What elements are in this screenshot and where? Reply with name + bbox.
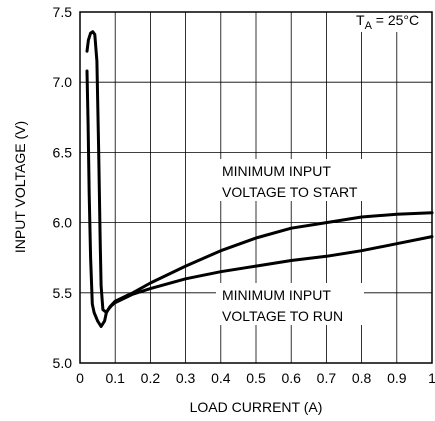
y-axis-label: INPUT VOLTAGE (V): [12, 121, 28, 253]
annotation-run-line-2: VOLTAGE TO RUN: [222, 308, 343, 324]
x-tick-label: 0.6: [281, 370, 301, 386]
series-group: [85, 30, 434, 328]
condition-label: TA = 25°C: [354, 10, 432, 32]
y-tick-label: 5.0: [53, 355, 73, 371]
x-tick-label: 0.5: [246, 370, 266, 386]
plot-frame: [79, 11, 433, 364]
y-tick-label: 7.0: [53, 74, 73, 90]
x-tick-label: 0.1: [105, 370, 125, 386]
condition-label-background: [354, 10, 432, 32]
annotation-start-line-2: VOLTAGE TO START: [222, 184, 358, 200]
x-tick-label: 0.8: [352, 370, 372, 386]
x-tick-label: 0.7: [317, 370, 337, 386]
x-tick-label: 1: [428, 370, 435, 386]
condition-sub: A: [365, 20, 373, 32]
x-tick-label: 0.3: [176, 370, 196, 386]
condition-main: T: [356, 12, 365, 28]
annotation-run-background: [216, 283, 364, 325]
y-tick-label: 7.5: [53, 4, 73, 20]
x-tick-label: 0: [76, 370, 84, 386]
x-tick-label: 0.2: [141, 370, 161, 386]
x-tick-label: 0.9: [387, 370, 407, 386]
series-line-2: [85, 69, 434, 328]
x-axis-label: LOAD CURRENT (A): [190, 399, 323, 415]
annotation-start-background: [218, 159, 378, 201]
y-tick-label: 6.5: [53, 144, 73, 160]
annotation-start-line-1: MINIMUM INPUT: [222, 163, 331, 179]
annotation-run-line-1: MINIMUM INPUT: [222, 287, 331, 303]
annotation-run: MINIMUM INPUT VOLTAGE TO RUN: [216, 283, 364, 325]
tick-labels: 0 0.1 0.2 0.3 0.4 0.5 0.6 0.7 0.8 0.9 1 5.0 5.5 6.0 6.…: [53, 4, 435, 386]
x-tick-label: 0.4: [211, 370, 231, 386]
annotation-start: MINIMUM INPUT VOLTAGE TO START: [218, 159, 378, 201]
y-tick-label: 5.5: [53, 285, 73, 301]
y-tick-label: 6.0: [53, 215, 73, 231]
condition-text: TA = 25°C: [356, 12, 419, 32]
condition-rest: = 25°C: [372, 12, 419, 28]
